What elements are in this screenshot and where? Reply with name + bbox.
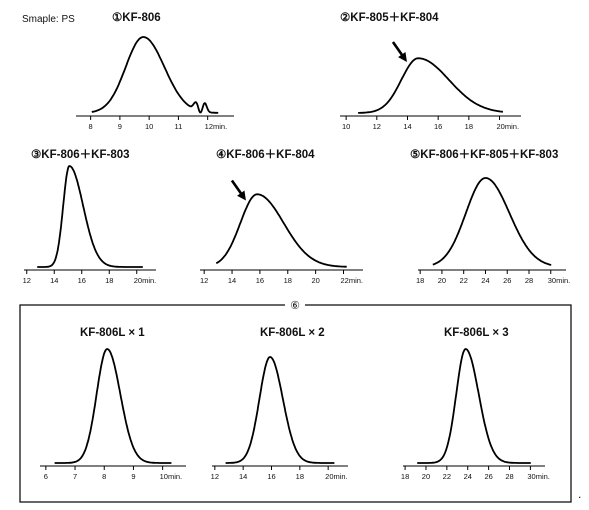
x-tick-label: 9 [118,122,122,131]
x-tick-label: 12 [23,276,31,285]
x-tick-label: 14 [403,122,411,131]
chromatogram-curve [432,177,552,266]
x-tick-label: 10 [342,122,350,131]
x-tick-label: 26 [503,276,511,285]
x-tick-label: 18 [105,276,113,285]
chromatogram-curve [417,348,531,464]
chromatogram-curve [215,193,347,268]
chart-panel-8: KF-806L × 3 18 20 22 24 26 28 30min. [401,327,550,481]
chromatogram-curve [358,57,503,114]
group-label: ⑥ [290,300,300,312]
x-tick-label: 18 [465,122,473,131]
x-tick-label: 20min. [134,276,157,285]
x-tick-label: 16 [267,472,275,481]
panel-title: ①KF-806 [112,11,161,24]
x-tick-label: 20 [311,276,319,285]
x-tick-label: 20min. [325,472,348,481]
chromatogram-curve [91,36,219,114]
x-tick-label: 18 [416,276,424,285]
x-tick-label: 12min. [205,122,228,131]
x-tick-label: 30min. [548,276,571,285]
x-tick-label: 18 [284,276,292,285]
chromatogram-curve [225,356,335,464]
x-tick-label: 22 [443,472,451,481]
panel-title: ②KF-805＋KF-804 [340,11,439,24]
arrow-icon [230,179,246,201]
chart-panel-7: KF-806L × 2 12 14 16 18 20min. [211,327,348,481]
chart-panel-3: ③KF-806＋KF-803 12 14 16 18 20min. [23,148,157,285]
x-tick-label: 16 [256,276,264,285]
x-tick-label: 14 [50,276,58,285]
panel-title: KF-806L × 1 [80,327,145,339]
panel-title: KF-806L × 3 [444,327,509,339]
chart-panel-2: ②KF-805＋KF-804 10 12 14 16 18 20min. [340,11,521,131]
x-tick-label: 16 [78,276,86,285]
chromatogram-curve [54,348,172,464]
chromatogram-curve [37,165,143,268]
panel-title: ⑤KF-806＋KF-805＋KF-803 [410,148,558,161]
chart-panel-5: ⑤KF-806＋KF-805＋KF-803 18 20 22 24 26 28 30min. [410,148,570,285]
panel-title: KF-806L × 2 [260,327,325,339]
chart-panel-6: KF-806L × 1 6 7 8 9 10min. [40,327,186,481]
arrow-icon [391,41,407,62]
x-tick-label: 26 [484,472,492,481]
x-tick-label: 14 [228,276,236,285]
x-tick-label: 20min. [497,122,520,131]
x-tick-label: 11 [175,122,183,131]
x-tick-label: 28 [525,276,533,285]
panel-title: ③KF-806＋KF-803 [31,148,130,161]
x-tick-label: 20 [422,472,430,481]
chart-panel-4: ④KF-806＋KF-804 12 14 16 18 20 22min. [200,148,363,285]
chart-panel-1: ①KF-806 8 9 10 11 12min. [76,11,234,131]
panel-title: ④KF-806＋KF-804 [216,148,315,161]
x-tick-label: 9 [131,472,135,481]
x-tick-label: 24 [481,276,489,285]
x-tick-label: 30min. [527,472,550,481]
x-tick-label: 10 [145,122,153,131]
x-tick-label: 22 [460,276,468,285]
x-tick-label: 8 [102,472,106,481]
x-tick-label: 10min. [160,472,183,481]
trailing-mark: . [578,487,581,501]
x-tick-label: 6 [44,472,48,481]
x-tick-label: 12 [373,122,381,131]
x-tick-label: 28 [505,472,513,481]
x-tick-label: 24 [464,472,472,481]
sample-label: Smaple: PS [22,14,75,25]
x-tick-label: 20 [438,276,446,285]
x-tick-label: 12 [200,276,208,285]
x-tick-label: 12 [211,472,219,481]
x-tick-label: 18 [296,472,304,481]
x-tick-label: 14 [239,472,247,481]
x-tick-label: 8 [89,122,93,131]
x-tick-label: 18 [401,472,409,481]
x-tick-label: 22min. [340,276,363,285]
x-tick-label: 16 [434,122,442,131]
x-tick-label: 7 [73,472,77,481]
